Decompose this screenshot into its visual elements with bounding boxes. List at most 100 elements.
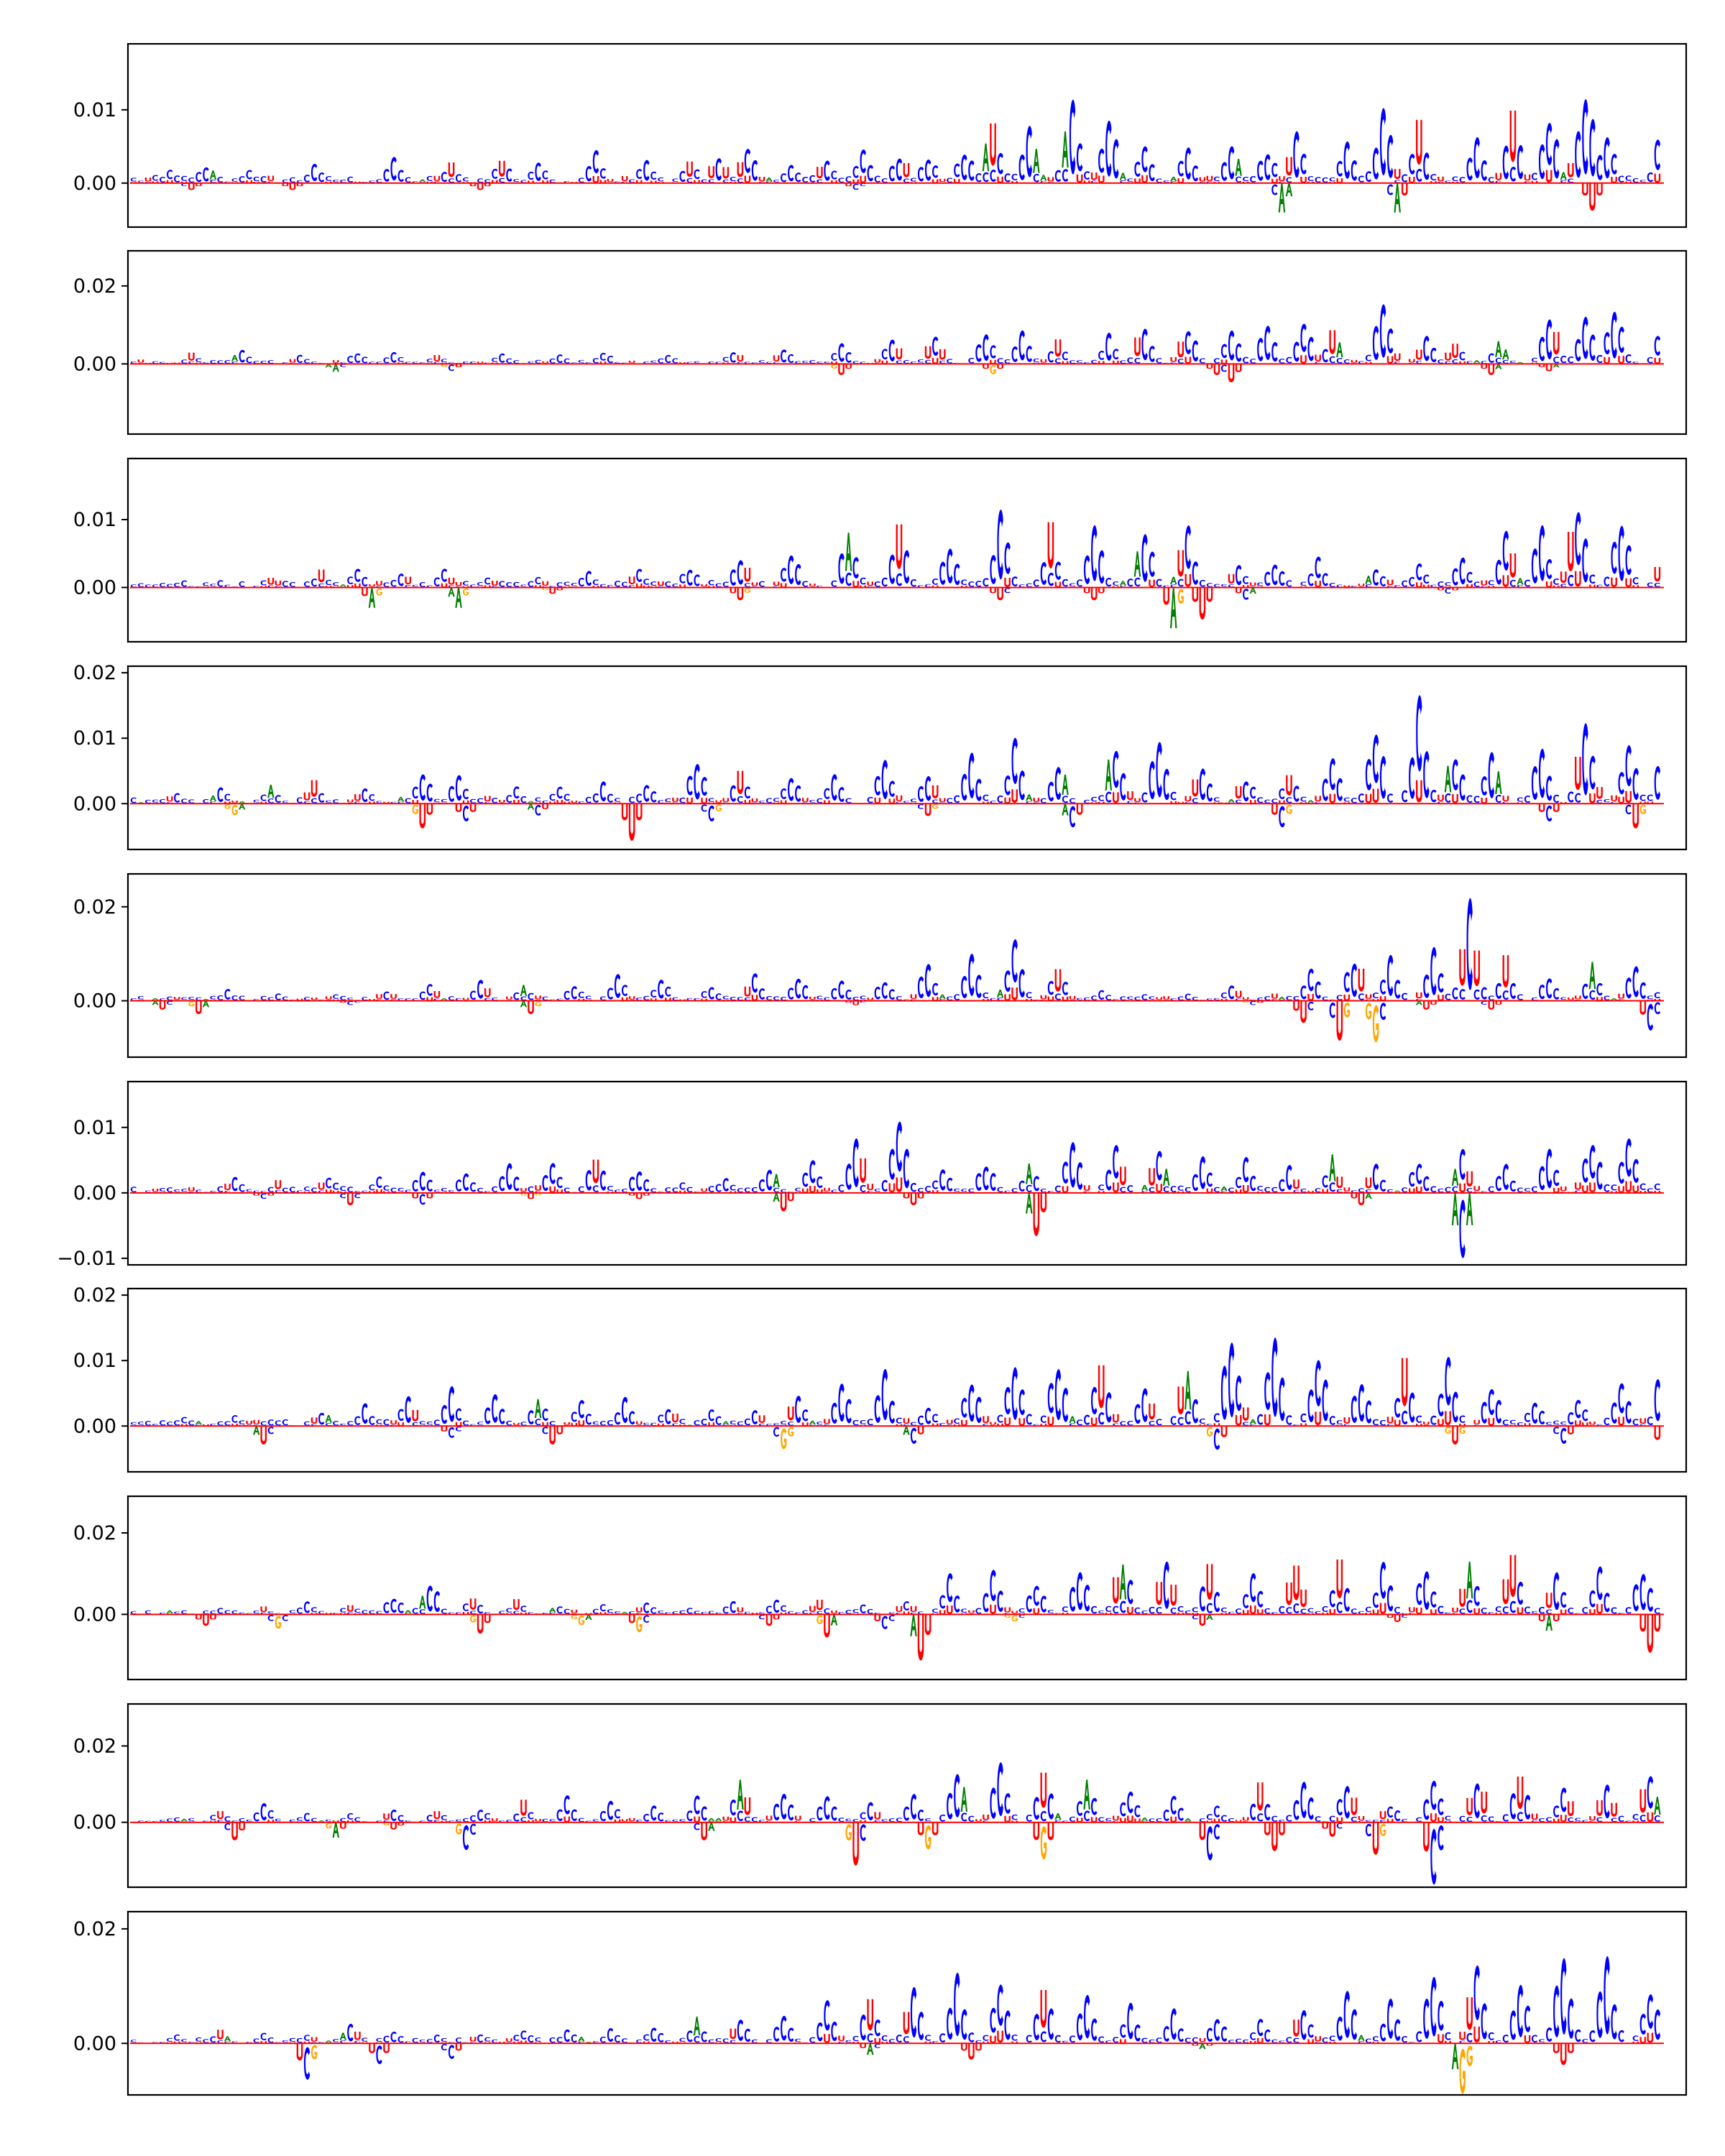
logo-letter-c xyxy=(477,1187,484,1193)
logo-letter-u xyxy=(1372,1822,1379,1855)
logo-letter-u xyxy=(246,180,253,183)
logo-letter-c xyxy=(1452,568,1458,586)
logo-letter-c xyxy=(1177,996,1184,1000)
logo-letter-c xyxy=(499,1176,505,1192)
logo-letter-u xyxy=(484,183,491,187)
logo-letter-c xyxy=(441,2037,448,2042)
logo-letter-c xyxy=(1343,1588,1350,1612)
logo-letter-u xyxy=(520,1800,527,1816)
logo-letter-a xyxy=(267,784,275,798)
logo-letter-c xyxy=(1524,2005,1531,2032)
logo-letter-u xyxy=(549,587,556,594)
logo-letter-c xyxy=(1069,583,1076,586)
logo-letter-c xyxy=(621,1188,628,1193)
logo-letter-c xyxy=(441,1188,448,1192)
logo-letter-c xyxy=(809,800,816,803)
logo-letter-c xyxy=(159,361,166,364)
logo-letter-u xyxy=(997,587,1003,601)
logo-letter-u xyxy=(376,994,382,999)
logo-letter-u xyxy=(1336,1559,1343,1599)
logo-letter-u xyxy=(824,2034,830,2043)
logo-letter-c xyxy=(838,980,845,999)
logo-letter-c xyxy=(1568,791,1574,803)
logo-letter-c xyxy=(1084,1414,1090,1425)
logo-letter-c xyxy=(1170,791,1177,801)
logo-letter-u xyxy=(722,1816,730,1821)
logo-letter-c xyxy=(1604,576,1610,586)
logo-letter-c xyxy=(528,992,534,1000)
logo-letter-c xyxy=(1127,801,1133,803)
logo-letter-c xyxy=(1438,359,1444,364)
logo-letter-c xyxy=(607,1186,614,1191)
logo-letter-c xyxy=(347,1421,354,1426)
logo-letter-c xyxy=(1531,172,1538,180)
logo-letter-c xyxy=(1473,581,1480,587)
logo-letter-u xyxy=(816,167,823,179)
logo-letter-c xyxy=(282,581,289,587)
logo-letter-c xyxy=(1047,1383,1054,1414)
logo-letter-c xyxy=(159,1420,166,1426)
logo-panel-9: 0.000.02 xyxy=(73,1703,1688,1889)
logo-letter-u xyxy=(1177,178,1184,183)
logo-letter-c xyxy=(340,995,346,1000)
logo-letter-c xyxy=(961,2009,967,2040)
logo-letter-c xyxy=(679,170,686,183)
logo-letter-u xyxy=(737,1607,744,1613)
logo-letter-c xyxy=(802,177,809,183)
logo-letter-c xyxy=(1120,2024,1126,2038)
logo-letter-u xyxy=(1473,2026,1481,2042)
logo-letter-c xyxy=(477,980,484,999)
logo-letter-c xyxy=(845,1164,852,1190)
logo-letter-c xyxy=(1336,1420,1343,1424)
logo-letter-c xyxy=(217,176,224,183)
logo-panel-3: 0.000.01 xyxy=(73,457,1688,643)
logo-letter-u xyxy=(1047,522,1054,568)
y-tick-label: 0.00 xyxy=(73,2032,116,2055)
logo-letter-c xyxy=(1394,1810,1401,1821)
logo-letter-c xyxy=(1177,1185,1184,1191)
logo-letter-c xyxy=(672,1819,678,1822)
logo-letter-u xyxy=(1560,802,1567,803)
logo-letter-c xyxy=(1329,1590,1335,1608)
logo-letter-u xyxy=(621,1819,628,1822)
y-tick-label: 0.00 xyxy=(73,793,116,815)
logo-letter-c xyxy=(1459,1415,1466,1423)
logo-letter-u xyxy=(448,162,455,178)
logo-letter-a xyxy=(903,1426,910,1435)
logo-letter-c xyxy=(824,2000,830,2031)
logo-letter-c xyxy=(578,801,584,803)
logo-letter-c xyxy=(1625,354,1632,363)
logo-letter-c xyxy=(1502,1419,1509,1426)
logo-letter-u xyxy=(635,180,643,183)
logo-letter-u xyxy=(672,798,678,802)
logo-letter-u xyxy=(455,581,462,586)
logo-letter-c xyxy=(1236,1176,1242,1189)
logo-letter-c xyxy=(535,2037,541,2042)
logo-letter-c xyxy=(419,774,426,801)
logo-letter-u xyxy=(484,988,491,998)
logo-letter-c xyxy=(1220,162,1228,181)
logo-letter-c xyxy=(983,1166,989,1191)
logo-letter-c xyxy=(592,358,599,364)
logo-letter-c xyxy=(333,2039,339,2042)
logo-letter-g xyxy=(831,364,837,369)
logo-letter-u xyxy=(1639,1789,1647,1813)
logo-letter-c xyxy=(1192,561,1198,585)
logo-letter-c xyxy=(1271,1337,1278,1417)
logo-letter-c xyxy=(303,1601,310,1613)
logo-letter-c xyxy=(954,1188,960,1192)
logo-letter-c xyxy=(492,797,498,803)
logo-letter-c xyxy=(1149,164,1155,182)
logo-letter-c xyxy=(1084,997,1090,1001)
logo-letter-c xyxy=(1495,180,1501,183)
logo-letter-c xyxy=(390,351,397,363)
logo-letter-c xyxy=(1300,1782,1307,1818)
logo-letter-u xyxy=(744,986,751,997)
logo-letter-c xyxy=(1402,580,1408,587)
logo-letter-c xyxy=(549,793,556,801)
logo-letter-u xyxy=(946,1605,953,1614)
logo-letter-g xyxy=(1177,589,1184,604)
logo-letter-c xyxy=(1459,1199,1466,1258)
logo-letter-u xyxy=(1235,1189,1242,1193)
logo-letter-c xyxy=(513,992,520,1000)
